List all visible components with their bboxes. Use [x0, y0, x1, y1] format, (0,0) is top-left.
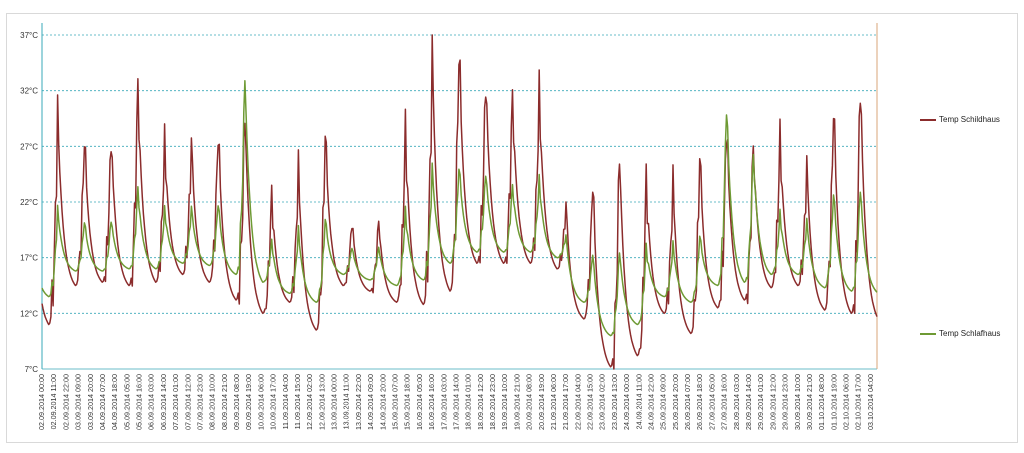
x-tick-label: 11.09.2014 15:00	[293, 374, 302, 429]
x-tick-label: 19.09.2014 10:00	[500, 374, 509, 430]
x-tick-label: 09.09.2014 19:00	[244, 374, 253, 430]
x-tick-label: 27.09.2014 05:00	[707, 374, 716, 430]
legend-swatch-schlafhaus	[920, 332, 936, 335]
x-tick-label: 04.09.2014 07:00	[98, 374, 107, 430]
x-tick-label: 10.09.2014 17:00	[269, 374, 278, 430]
x-tick-label: 16.09.2014 16:00	[427, 374, 436, 430]
x-tick-label: 19.09.2014 21:00	[512, 374, 521, 430]
legend-item-schlafhaus: Temp Schlafhaus	[920, 329, 1000, 338]
x-tick-label: 26.09.2014 18:00	[695, 374, 704, 430]
x-tick-label: 24.09.2014 00:00	[622, 374, 631, 430]
x-tick-label: 05.09.2014 05:00	[122, 374, 131, 430]
x-tick-label: 07.09.2014 01:00	[171, 374, 180, 430]
chart-area	[6, 13, 1018, 443]
y-tick-label: 12°C	[20, 309, 38, 318]
x-tick-label: 29.09.2014 01:00	[756, 374, 765, 430]
x-tick-label: 06.09.2014 14:00	[159, 374, 168, 430]
x-tick-label: 13.09.2014 00:00	[330, 374, 339, 430]
x-tick-label: 04.09.2014 18:00	[110, 374, 119, 430]
x-tick-label: 02.09.2014 11:00	[49, 374, 58, 429]
y-tick-label: 27°C	[20, 142, 38, 151]
x-tick-label: 01.10.2014 08:00	[817, 374, 826, 430]
x-tick-label: 10.09.2014 06:00	[256, 374, 265, 430]
x-tick-label: 29.09.2014 23:00	[781, 374, 790, 430]
x-tick-label: 03.10.2014 04:00	[866, 374, 875, 430]
x-tick-label: 02.10.2014 17:00	[854, 374, 863, 430]
x-tick-label: 06.09.2014 03:00	[147, 374, 156, 430]
x-tick-label: 08.09.2014 10:00	[208, 374, 217, 430]
x-tick-label: 03.09.2014 09:00	[74, 374, 83, 430]
x-tick-label: 20.09.2014 08:00	[525, 374, 534, 430]
x-tick-label: 11.09.2014 04:00	[281, 374, 290, 429]
x-tick-label: 17.09.2014 14:00	[451, 374, 460, 430]
x-tick-label: 30.09.2014 10:00	[793, 374, 802, 430]
y-tick-label: 22°C	[20, 198, 38, 207]
x-tick-label: 30.09.2014 21:00	[805, 374, 814, 430]
x-tick-label: 25.09.2014 09:00	[659, 374, 668, 430]
x-tick-label: 28.09.2014 03:00	[732, 374, 741, 430]
x-tick-label: 15.09.2014 07:00	[391, 374, 400, 430]
x-tick-label: 25.09.2014 20:00	[671, 374, 680, 430]
series-line-schlafhaus	[41, 80, 878, 337]
x-tick-label: 29.09.2014 12:00	[768, 374, 777, 430]
x-tick-label: 14.09.2014 20:00	[378, 374, 387, 430]
x-tick-label: 23.09.2014 13:00	[610, 374, 619, 430]
legend-swatch-schildhaus	[920, 118, 936, 121]
x-tick-label: 07.09.2014 23:00	[195, 374, 204, 430]
series-line-schildhaus	[41, 34, 878, 370]
x-tick-label: 08.09.2014 21:00	[220, 374, 229, 430]
x-tick-label: 13.09.2014 11:00	[342, 374, 351, 429]
x-tick-label: 21.09.2014 17:00	[561, 374, 570, 430]
y-tick-label: 17°C	[20, 254, 38, 263]
legend-label-schildhaus: Temp Schildhaus	[939, 115, 1000, 124]
x-tick-label: 18.09.2014 23:00	[488, 374, 497, 430]
x-tick-label: 18.09.2014 12:00	[476, 374, 485, 430]
x-tick-label: 22.09.2014 04:00	[573, 374, 582, 430]
x-tick-label: 28.09.2014 14:00	[744, 374, 753, 430]
x-tick-label: 01.10.2014 19:00	[829, 374, 838, 430]
x-tick-label: 20.09.2014 19:00	[537, 374, 546, 430]
x-tick-label: 02.09.2014 00:00	[37, 374, 46, 430]
legend-label-schlafhaus: Temp Schlafhaus	[939, 329, 1001, 338]
x-tick-label: 16.09.2014 05:00	[415, 374, 424, 430]
x-tick-label: 03.09.2014 20:00	[86, 374, 95, 430]
x-tick-label: 27.09.2014 16:00	[720, 374, 729, 430]
x-tick-label: 15.09.2014 18:00	[403, 374, 412, 430]
x-tick-label: 26.09.2014 07:00	[683, 374, 692, 430]
y-tick-label: 7°C	[25, 365, 39, 374]
y-tick-label: 32°C	[20, 87, 38, 96]
x-tick-label: 13.09.2014 22:00	[354, 374, 363, 430]
x-tick-label: 05.09.2014 16:00	[135, 374, 144, 430]
x-tick-label: 17.09.2014 03:00	[439, 374, 448, 430]
x-tick-label: 12.09.2014 02:00	[305, 374, 314, 430]
x-tick-label: 02.09.2014 22:00	[61, 374, 70, 430]
x-tick-label: 23.09.2014 02:00	[598, 374, 607, 430]
x-tick-label: 22.09.2014 15:00	[586, 374, 595, 430]
x-tick-label: 14.09.2014 09:00	[366, 374, 375, 430]
x-tick-label: 24.09.2014 22:00	[646, 374, 655, 430]
legend-item-schildhaus: Temp Schildhaus	[920, 115, 1000, 124]
y-tick-label: 37°C	[20, 31, 38, 40]
x-tick-label: 12.09.2014 13:00	[317, 374, 326, 430]
x-tick-label: 24.09.2014 11:00	[634, 374, 643, 429]
x-tick-label: 21.09.2014 06:00	[549, 374, 558, 430]
x-tick-label: 18.09.2014 01:00	[464, 374, 473, 430]
x-tick-label: 02.10.2014 06:00	[842, 374, 851, 430]
x-tick-label: 07.09.2014 12:00	[183, 374, 192, 430]
x-tick-label: 09.09.2014 08:00	[232, 374, 241, 430]
